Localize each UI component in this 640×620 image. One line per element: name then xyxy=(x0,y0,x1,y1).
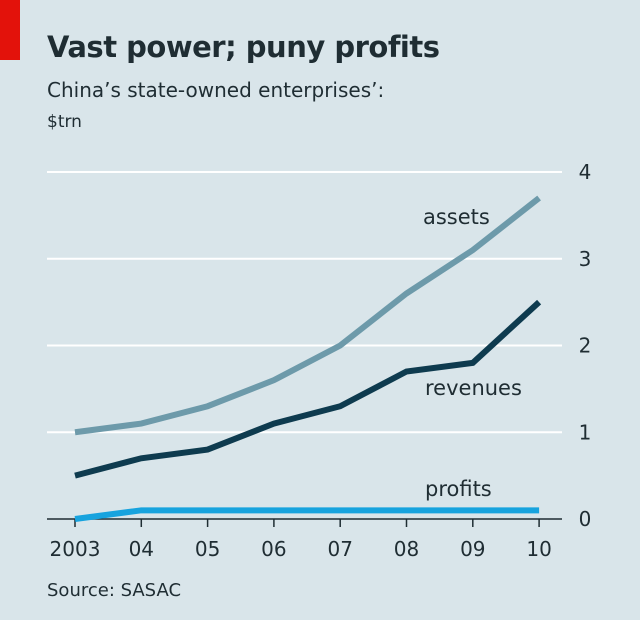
x-tick-label: 08 xyxy=(394,537,419,561)
x-tick-label: 07 xyxy=(327,537,352,561)
y-tick-label: 2 xyxy=(579,334,592,358)
x-tick-label: 04 xyxy=(129,537,154,561)
y-tick-label: 3 xyxy=(579,247,592,271)
series-label-profits: profits xyxy=(425,477,492,501)
series-label-assets: assets xyxy=(423,205,490,229)
source-note: Source: SASAC xyxy=(47,580,182,601)
x-tick-label: 05 xyxy=(195,537,220,561)
series-line-assets xyxy=(74,195,541,436)
chart-title: Vast power; puny profits xyxy=(47,30,440,64)
x-tick-label: 2003 xyxy=(50,537,101,561)
x-tick-label: 10 xyxy=(526,537,551,561)
series-line-revenues xyxy=(74,299,542,479)
y-tick-label: 1 xyxy=(579,420,592,444)
series-label-revenues: revenues xyxy=(425,376,522,400)
y-axis-unit: $trn xyxy=(47,112,82,132)
x-tick-label: 06 xyxy=(261,537,286,561)
brand-red-tag xyxy=(0,0,20,60)
y-tick-label: 0 xyxy=(579,507,592,531)
chart-subtitle: China’s state-owned enterprises’: xyxy=(47,78,385,102)
series-line-profits xyxy=(74,507,540,522)
x-tick-label: 09 xyxy=(460,537,485,561)
y-tick-label: 4 xyxy=(579,160,592,184)
